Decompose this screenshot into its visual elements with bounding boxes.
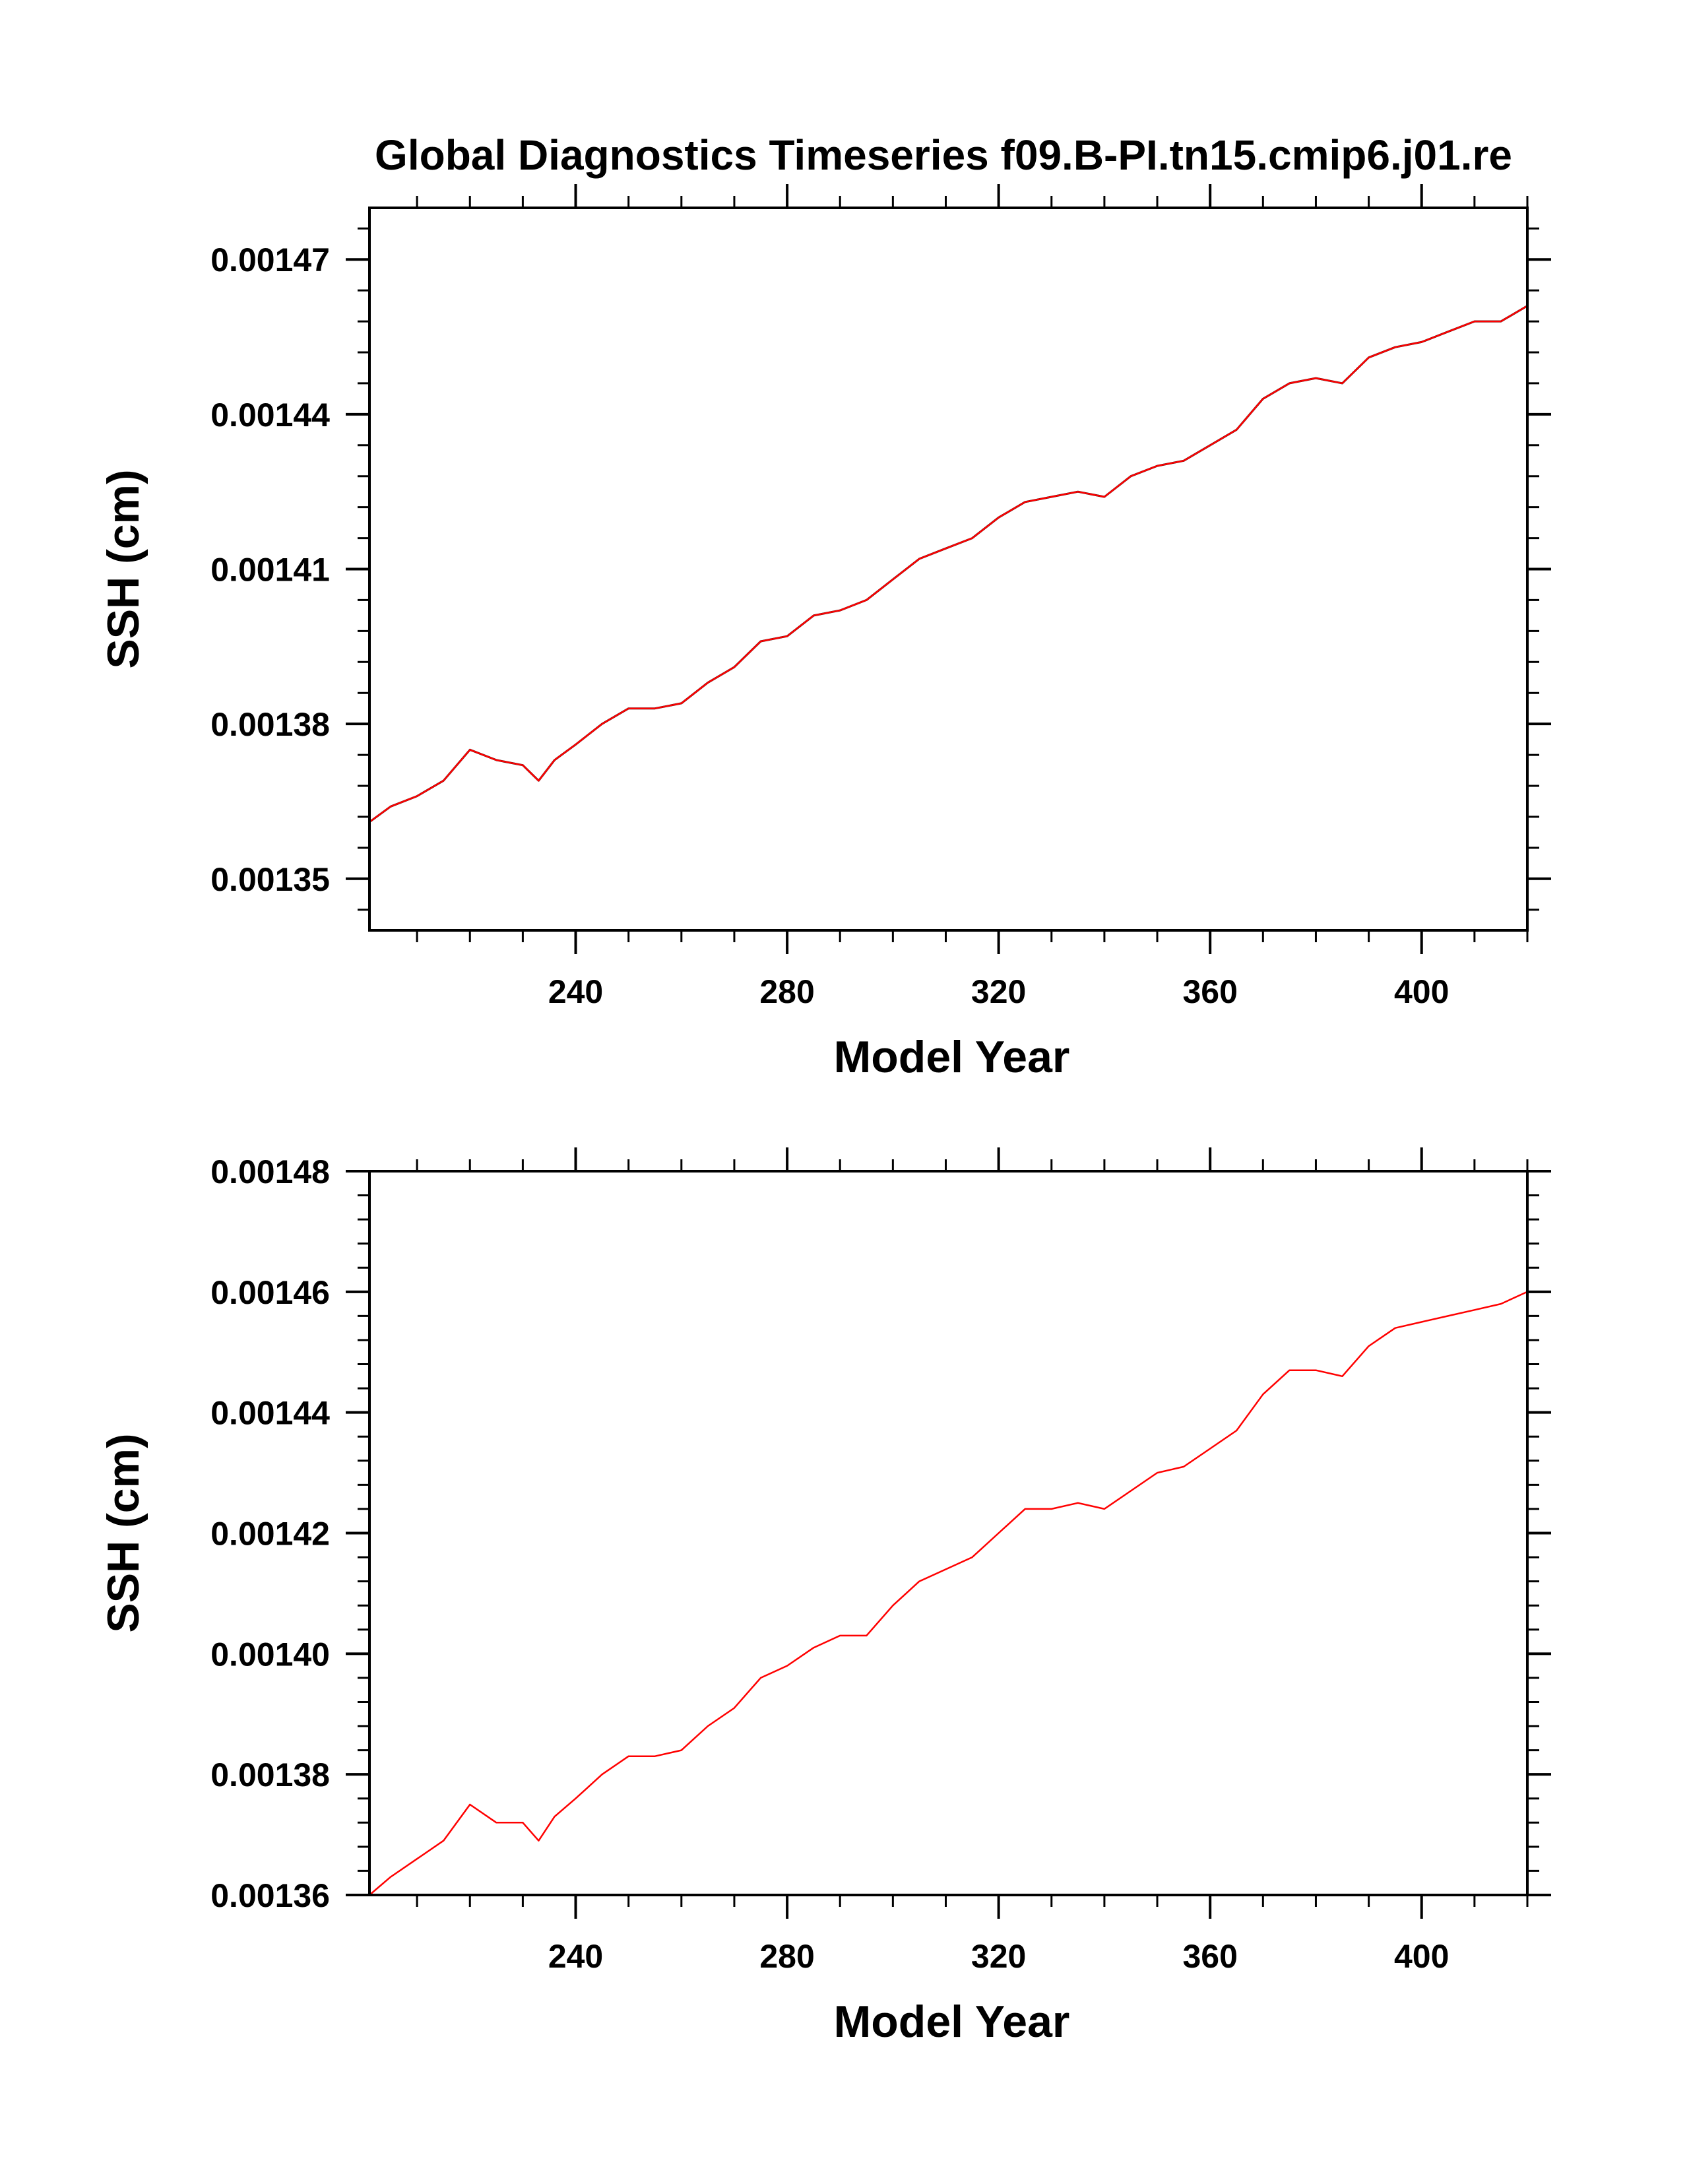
series-line-1: [369, 305, 1528, 823]
x-tick-label: 400: [1394, 973, 1449, 1010]
x-axis-label: Model Year: [834, 1997, 1070, 2047]
x-tick-label: 320: [971, 1938, 1026, 1975]
series-line-0: [369, 1291, 1528, 1896]
y-tick-label: 0.00141: [210, 552, 330, 589]
x-tick-label: 240: [548, 973, 603, 1010]
y-tick-label: 0.00138: [210, 1756, 330, 1793]
y-tick-label: 0.00135: [210, 861, 330, 898]
x-tick-label: 280: [759, 973, 814, 1010]
y-tick-label: 0.00148: [210, 1153, 330, 1190]
y-tick-label: 0.00146: [210, 1274, 330, 1311]
y-tick-label: 0.00138: [210, 706, 330, 743]
figure-title: Global Diagnostics Timeseries f09.B-PI.t…: [375, 131, 1512, 179]
x-tick-label: 400: [1394, 1938, 1449, 1975]
y-tick-label: 0.00140: [210, 1636, 330, 1673]
y-axis-label: SSH (cm): [98, 1433, 148, 1632]
x-tick-label: 240: [548, 1938, 603, 1975]
x-axis-label: Model Year: [834, 1032, 1070, 1082]
chart-panel-bottom: 240 280 320 360 400 0.00136 0.00138 0.00140 0.00…: [98, 1147, 1551, 2047]
x-tick-label: 280: [759, 1938, 814, 1975]
y-tick-label: 0.00147: [210, 241, 330, 278]
y-axis-label: SSH (cm): [98, 469, 148, 668]
y-tick-label: 0.00144: [210, 397, 330, 434]
chart-panel-top: 240 280 320 360 400 0.00135 0.00138 0.00141 0.00…: [98, 184, 1551, 1082]
x-tick-label: 320: [971, 973, 1026, 1010]
y-tick-label: 0.00136: [210, 1877, 330, 1914]
y-tick-label: 0.00144: [210, 1395, 330, 1432]
y-tick-label: 0.00142: [210, 1516, 330, 1553]
x-tick-label: 360: [1182, 1938, 1237, 1975]
x-tick-label: 360: [1182, 973, 1237, 1010]
